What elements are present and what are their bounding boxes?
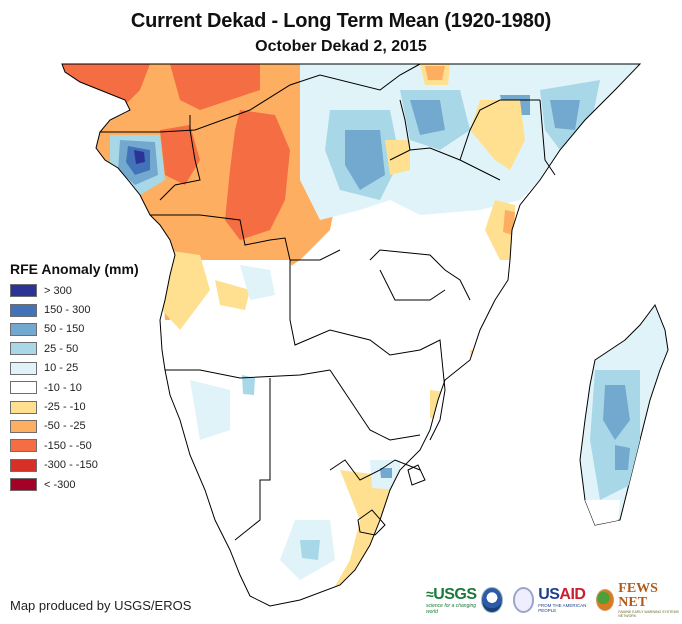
map-subtitle: October Dekad 2, 2015 (255, 38, 427, 55)
anomaly-map (61, 63, 669, 607)
anomaly-area (345, 130, 385, 190)
usaid-logo: USAID FROM THE AMERICAN PEOPLE (538, 587, 592, 614)
fews-tagline: FAMINE EARLY WARNING SYSTEMS NETWORK (618, 610, 679, 618)
border (407, 464, 426, 486)
border (369, 249, 471, 301)
anomaly-area (190, 380, 230, 440)
anomaly-area (90, 180, 130, 240)
legend-label: -10 - 10 (44, 381, 82, 394)
anomaly-area (242, 375, 255, 395)
border (150, 214, 341, 261)
border (539, 99, 556, 176)
legend-swatch (10, 284, 37, 298)
legend-item: -25 - -10 (10, 397, 139, 416)
legend-item: 25 - 50 (10, 339, 139, 358)
usaid-tagline: FROM THE AMERICAN PEOPLE (538, 603, 587, 613)
anomaly-area (425, 66, 445, 80)
anomaly-area (603, 385, 630, 440)
legend-label: > 300 (44, 284, 72, 297)
legend-swatch (10, 342, 37, 356)
anomaly-area (380, 468, 392, 478)
legend-swatch (10, 322, 37, 336)
border (289, 260, 421, 356)
anomaly-area (162, 250, 210, 330)
border (459, 99, 540, 161)
border (100, 63, 421, 133)
legend-item: 10 - 25 (10, 359, 139, 378)
country-borders (61, 63, 641, 607)
legend-item: -150 - -50 (10, 436, 139, 455)
legend-swatch (10, 303, 37, 317)
usaid-seal-icon (512, 587, 535, 613)
border (357, 509, 386, 536)
border (329, 369, 421, 441)
usgs-tagline: science for a changing world (426, 602, 477, 615)
anomaly-area (550, 100, 580, 130)
border (419, 339, 446, 441)
border (159, 115, 201, 201)
legend-swatch (10, 419, 37, 433)
anomaly-area (134, 150, 145, 164)
legend-swatch (10, 439, 37, 453)
anomaly-area (410, 100, 445, 135)
legend-swatch (10, 381, 37, 395)
border (329, 459, 421, 481)
anomaly-area (470, 100, 525, 170)
anomaly-fields (62, 64, 640, 600)
border (379, 269, 446, 301)
anomaly-area (225, 110, 290, 240)
noaa-logo-icon (481, 587, 503, 613)
anomaly-area (215, 280, 250, 310)
legend-swatch (10, 478, 37, 492)
legend-item: 50 - 150 (10, 320, 139, 339)
map-title: Current Dekad - Long Term Mean (1920-198… (130, 10, 552, 32)
usgs-logo: ≈USGS science for a changing world (426, 586, 477, 615)
anomaly-area (385, 140, 410, 175)
anomaly-area (470, 350, 490, 370)
border (399, 99, 411, 151)
fews-globe-icon (596, 589, 615, 611)
legend-item: -10 - 10 (10, 378, 139, 397)
legend-item: -50 - -25 (10, 417, 139, 436)
madagascar (579, 303, 669, 526)
legend-label: -50 - -25 (44, 420, 86, 433)
legend-item: -300 - -150 (10, 456, 139, 475)
fews-net-logo: FEWS NET FAMINE EARLY WARNING SYSTEMS NE… (618, 582, 682, 619)
legend-swatch (10, 361, 37, 375)
legend-label: -300 - -150 (44, 459, 98, 472)
anomaly-area (503, 210, 515, 235)
usgs-wordmark: ≈USGS (426, 585, 477, 603)
legend-item: > 300 (10, 281, 139, 300)
anomaly-area (240, 265, 275, 300)
legend-label: 150 - 300 (44, 304, 91, 317)
legend-label: 25 - 50 (44, 342, 79, 355)
anomaly-area (300, 540, 320, 560)
legend-label: 50 - 150 (44, 323, 85, 336)
legend-swatch (10, 458, 37, 472)
legend-label: -25 - -10 (44, 401, 86, 414)
legend-label: -150 - -50 (44, 439, 92, 452)
map-legend: RFE Anomaly (mm) > 300 150 - 300 50 - 150 2… (10, 261, 139, 494)
border (165, 369, 331, 379)
legend-title: RFE Anomaly (mm) (10, 261, 139, 277)
legend-label: 10 - 25 (44, 362, 79, 375)
anomaly-area (170, 64, 260, 110)
anomaly-area (615, 445, 630, 470)
legend-label: < -300 (44, 478, 76, 491)
map-credit: Map produced by USGS/EROS (10, 598, 192, 613)
border (389, 147, 501, 181)
border (234, 378, 271, 541)
legend-item: 150 - 300 (10, 300, 139, 319)
legend-item: < -300 (10, 475, 139, 494)
anomaly-area (160, 125, 200, 185)
legend-swatch (10, 400, 37, 414)
partner-logos: ≈USGS science for a changing world USAID… (426, 582, 682, 619)
